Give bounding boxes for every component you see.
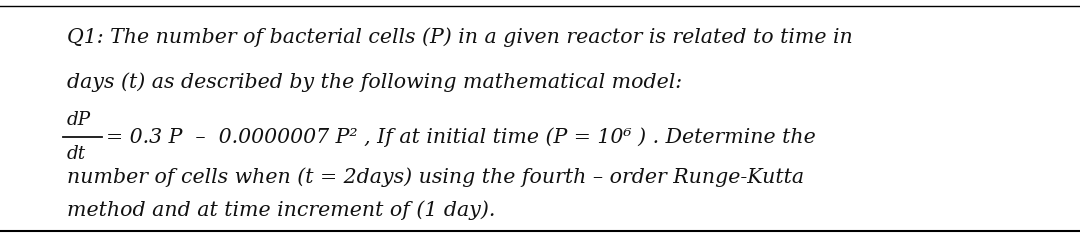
Text: Q1: The number of bacterial cells (P) in a given reactor is related to time in: Q1: The number of bacterial cells (P) in… [67,27,853,47]
Text: dt: dt [67,144,86,163]
Text: = 0.3 P  –  0.0000007 P² , If at initial time (P = 10⁶ ) . Determine the: = 0.3 P – 0.0000007 P² , If at initial t… [106,127,815,147]
Text: number of cells when (t = 2days) using the fourth – order Runge-Kutta: number of cells when (t = 2days) using t… [67,168,805,187]
Text: days (t) as described by the following mathematical model:: days (t) as described by the following m… [67,72,683,92]
Text: dP: dP [67,111,91,129]
Text: method and at time increment of (1 day).: method and at time increment of (1 day). [67,201,496,220]
